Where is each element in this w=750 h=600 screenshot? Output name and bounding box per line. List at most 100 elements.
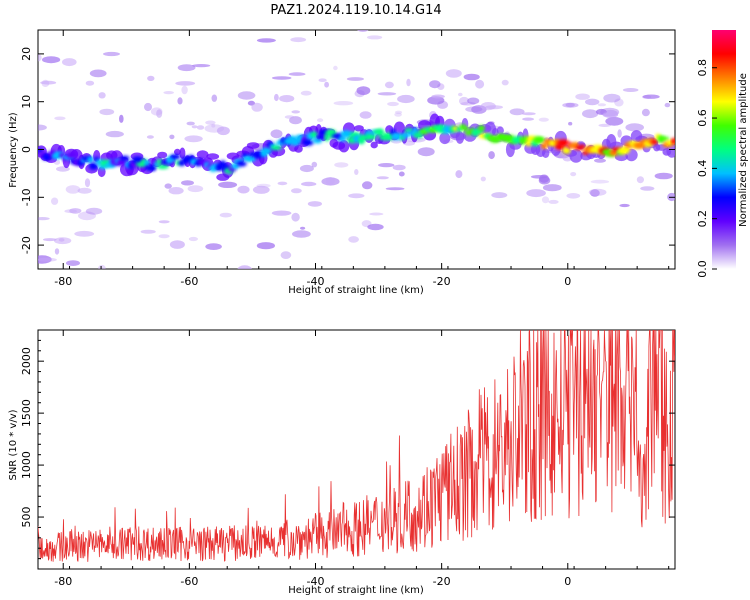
spectrogram-ylabel: Frequency (Hz) bbox=[8, 112, 19, 188]
spectral-noise-blob bbox=[256, 183, 271, 188]
spectral-ridge-blob bbox=[156, 164, 169, 170]
spectral-noise-blob bbox=[522, 117, 535, 121]
spectral-noise-blob bbox=[271, 210, 292, 216]
colorbar-axes: 0.0 0.2 0.4 0.6 0.8 bbox=[696, 59, 717, 278]
spectral-noise-blob bbox=[541, 196, 550, 204]
spectral-ridge-blob bbox=[651, 139, 659, 145]
snr-series-line bbox=[38, 330, 675, 562]
spectral-ridge-blob bbox=[88, 162, 99, 170]
spectral-envelope-blob bbox=[246, 142, 260, 149]
spectral-noise-blob bbox=[119, 114, 124, 123]
spectral-noise-blob bbox=[74, 230, 95, 237]
spectral-noise-blob bbox=[575, 93, 590, 100]
spectral-noise-blob bbox=[317, 118, 324, 123]
spectrogram-x-tick-label: -80 bbox=[54, 275, 72, 288]
spectral-noise-blob bbox=[53, 237, 72, 245]
colorbar-tick-label: 0.8 bbox=[696, 59, 709, 77]
spectral-noise-blob bbox=[590, 179, 610, 184]
spectral-noise-blob bbox=[325, 177, 335, 185]
spectrogram-xlabel: Height of straight line (km) bbox=[288, 285, 424, 296]
colorbar-bar bbox=[712, 30, 736, 269]
spectral-noise-blob bbox=[346, 77, 364, 81]
spectral-noise-blob bbox=[144, 102, 152, 112]
spectral-noise-blob bbox=[42, 56, 61, 64]
spectral-noise-blob bbox=[385, 187, 405, 191]
spectral-noise-blob bbox=[43, 238, 57, 242]
spectral-envelope-blob bbox=[206, 153, 220, 160]
spectral-noise-blob bbox=[394, 110, 403, 115]
spectral-noise-blob bbox=[205, 120, 216, 125]
spectral-noise-blob bbox=[598, 123, 611, 127]
spectral-envelope-blob bbox=[196, 150, 209, 159]
spectral-noise-blob bbox=[664, 102, 671, 108]
spectral-noise-blob bbox=[377, 92, 397, 96]
spectral-noise-blob bbox=[475, 79, 485, 89]
spectral-noise-blob bbox=[211, 123, 216, 128]
spectrogram-y-tick-label: 10 bbox=[20, 95, 33, 109]
spectral-ridge-blob bbox=[170, 154, 181, 160]
spectral-ridge-blob bbox=[246, 155, 257, 162]
spectral-noise-blob bbox=[140, 229, 156, 234]
spectral-noise-blob bbox=[219, 212, 232, 218]
snr-xlabel: Height of straight line (km) bbox=[288, 585, 424, 596]
spectral-noise-blob bbox=[181, 85, 188, 95]
spectral-noise-blob bbox=[237, 91, 256, 100]
colorbar-label: Normalized spectral amplitude bbox=[738, 73, 749, 227]
spectral-noise-blob bbox=[191, 125, 198, 129]
spectral-noise-blob bbox=[480, 102, 496, 111]
spectral-noise-blob bbox=[192, 64, 211, 68]
spectral-noise-blob bbox=[188, 236, 198, 242]
spectral-noise-blob bbox=[521, 112, 536, 116]
spectral-noise-blob bbox=[605, 116, 624, 126]
spectral-noise-blob bbox=[619, 203, 630, 208]
spectral-noise-blob bbox=[105, 130, 124, 138]
spectral-noise-blob bbox=[357, 30, 369, 32]
spectral-ridge-blob bbox=[659, 136, 670, 141]
spectral-noise-blob bbox=[642, 94, 660, 99]
spectral-noise-blob bbox=[324, 81, 329, 88]
spectral-noise-blob bbox=[640, 186, 655, 191]
spectral-noise-blob bbox=[542, 184, 562, 192]
spectral-noise-blob bbox=[376, 176, 389, 180]
spectral-ridge-blob bbox=[270, 145, 282, 151]
spectral-noise-blob bbox=[196, 125, 205, 130]
spectral-noise-blob bbox=[359, 111, 372, 119]
spectral-noise-blob bbox=[602, 111, 619, 118]
snr-axes: -80 -60 -40 -20 0 500 1000 1500 2000 bbox=[20, 330, 675, 588]
spectral-noise-blob bbox=[491, 192, 508, 199]
spectral-noise-blob bbox=[237, 185, 250, 194]
spectral-noise-blob bbox=[394, 112, 402, 117]
spectral-noise-blob bbox=[467, 97, 480, 105]
spectral-noise-blob bbox=[65, 185, 81, 194]
spectral-noise-blob bbox=[339, 21, 350, 26]
spectral-noise-blob bbox=[38, 255, 52, 264]
colorbar: 0.0 0.2 0.4 0.6 0.8 Normalized spectral ampl… bbox=[696, 30, 749, 278]
spectral-noise-blob bbox=[548, 199, 559, 204]
spectral-noise-blob bbox=[211, 94, 218, 102]
spectral-ridge-blob bbox=[557, 139, 570, 147]
colorbar-tick-label: 0.6 bbox=[696, 109, 709, 127]
spectral-noise-blob bbox=[99, 108, 115, 116]
spectral-noise-blob bbox=[588, 188, 607, 196]
spectral-noise-blob bbox=[585, 98, 600, 106]
spectral-noise-blob bbox=[292, 230, 311, 238]
spectrogram-x-tick-label: -20 bbox=[433, 275, 451, 288]
snr-x-tick-label: -80 bbox=[54, 575, 72, 588]
spectrogram-x-tick-label: 0 bbox=[564, 275, 571, 288]
spectral-noise-blob bbox=[291, 110, 301, 114]
spectral-noise-blob bbox=[445, 69, 462, 78]
spectral-noise-blob bbox=[299, 164, 314, 173]
spectral-noise-blob bbox=[184, 135, 203, 143]
spectral-noise-blob bbox=[590, 189, 600, 197]
spectral-noise-blob bbox=[362, 181, 373, 190]
spectrogram-x-tick-label: -60 bbox=[180, 275, 198, 288]
snr-x-tick-label: -60 bbox=[180, 575, 198, 588]
spectral-noise-blob bbox=[237, 265, 252, 269]
spectral-noise-blob bbox=[597, 103, 607, 107]
spectral-noise-blob bbox=[356, 86, 371, 95]
spectral-noise-blob bbox=[158, 220, 170, 224]
spectral-envelope-blob bbox=[439, 132, 451, 145]
spectral-noise-blob bbox=[333, 65, 338, 71]
spectrogram-y-tick-label: 20 bbox=[20, 47, 33, 61]
spectral-ridge-blob bbox=[66, 151, 77, 159]
